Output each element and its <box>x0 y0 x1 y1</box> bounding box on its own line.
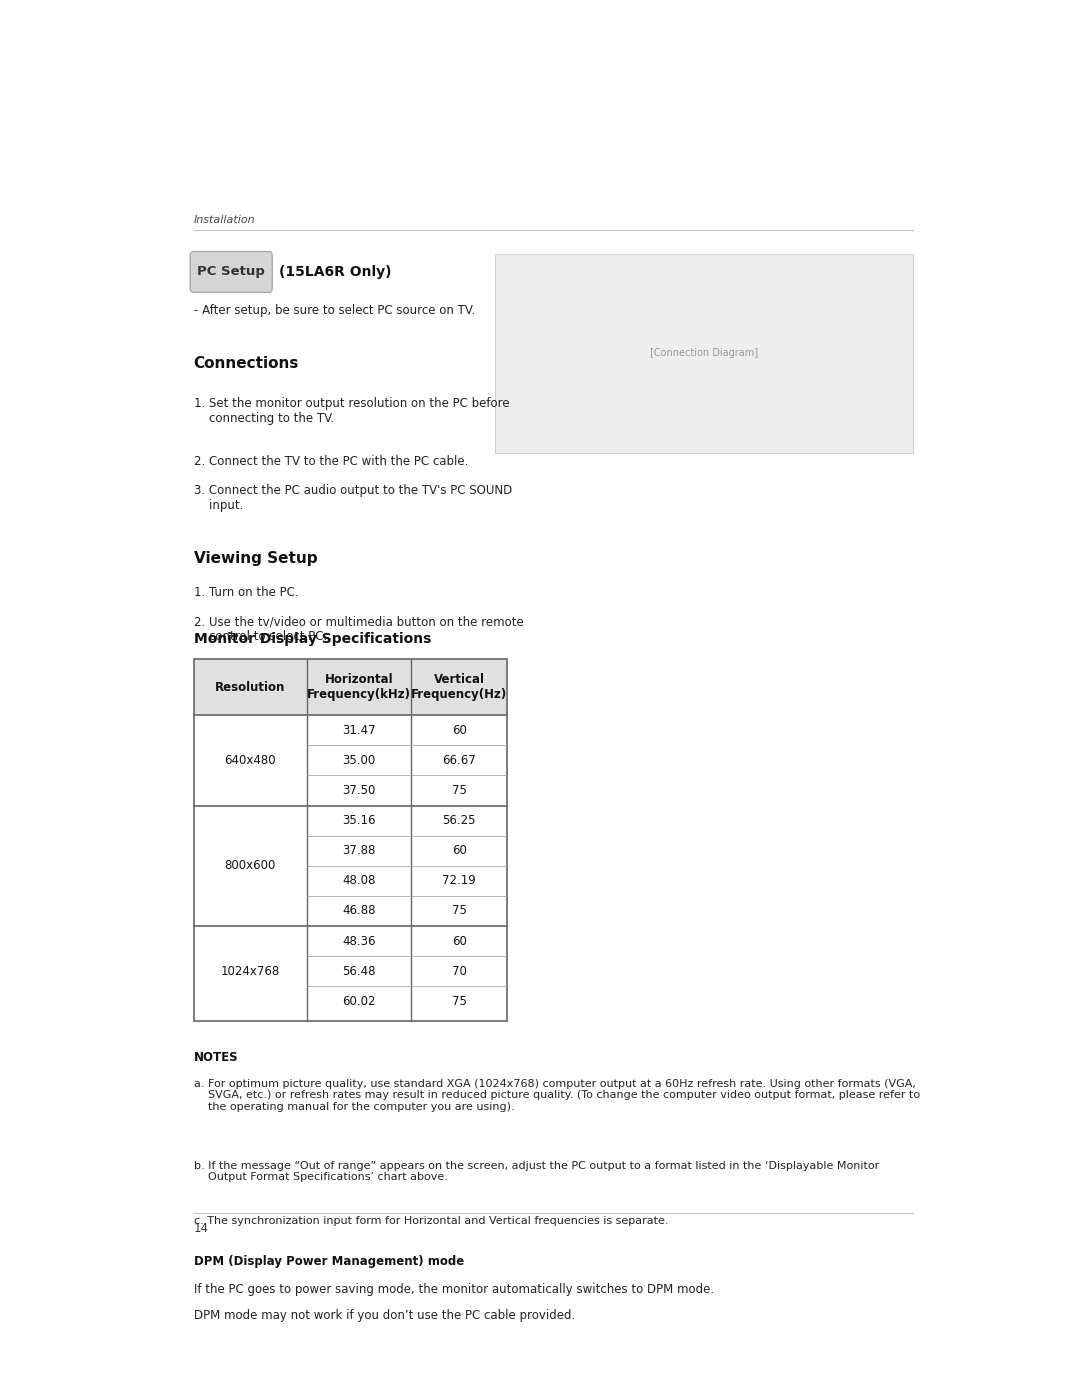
Text: DPM (Display Power Management) mode: DPM (Display Power Management) mode <box>193 1255 463 1268</box>
Text: 1. Set the monitor output resolution on the PC before
    connecting to the TV.: 1. Set the monitor output resolution on … <box>193 397 509 425</box>
Text: 75: 75 <box>451 995 467 1007</box>
Text: 60.02: 60.02 <box>342 995 376 1007</box>
Text: 2. Connect the TV to the PC with the PC cable.: 2. Connect the TV to the PC with the PC … <box>193 455 468 468</box>
Text: 37.88: 37.88 <box>342 844 376 858</box>
Text: b. If the message “Out of range” appears on the screen, adjust the PC output to : b. If the message “Out of range” appears… <box>193 1161 879 1182</box>
Text: Vertical
Frequency(Hz): Vertical Frequency(Hz) <box>411 673 508 701</box>
Text: 48.08: 48.08 <box>342 875 376 887</box>
Text: Installation: Installation <box>193 215 255 225</box>
Text: 75: 75 <box>451 784 467 796</box>
Text: Viewing Setup: Viewing Setup <box>193 550 318 566</box>
Text: 800x600: 800x600 <box>225 859 275 872</box>
Text: Connections: Connections <box>193 356 299 370</box>
Text: 60: 60 <box>451 844 467 858</box>
Text: 3. Connect the PC audio output to the TV's PC SOUND
    input.: 3. Connect the PC audio output to the TV… <box>193 483 512 511</box>
Text: DPM mode may not work if you don’t use the PC cable provided.: DPM mode may not work if you don’t use t… <box>193 1309 575 1322</box>
Text: 14: 14 <box>193 1222 208 1235</box>
Text: Resolution: Resolution <box>215 680 285 694</box>
Text: NOTES: NOTES <box>193 1051 239 1063</box>
Text: If the PC goes to power saving mode, the monitor automatically switches to DPM m: If the PC goes to power saving mode, the… <box>193 1282 714 1296</box>
Text: 37.50: 37.50 <box>342 784 376 796</box>
Text: 48.36: 48.36 <box>342 935 376 947</box>
Text: 35.00: 35.00 <box>342 754 376 767</box>
Text: 35.16: 35.16 <box>342 814 376 827</box>
Text: 56.25: 56.25 <box>443 814 476 827</box>
FancyBboxPatch shape <box>190 251 272 292</box>
Bar <box>193 659 508 715</box>
Text: 72.19: 72.19 <box>443 875 476 887</box>
Text: 46.88: 46.88 <box>342 904 376 918</box>
Text: 60: 60 <box>451 724 467 736</box>
Text: a. For optimum picture quality, use standard XGA (1024x768) computer output at a: a. For optimum picture quality, use stan… <box>193 1078 920 1112</box>
Text: Monitor Display Specifications: Monitor Display Specifications <box>193 633 431 647</box>
Text: 66.67: 66.67 <box>443 754 476 767</box>
Text: 75: 75 <box>451 904 467 918</box>
Text: PC Setup: PC Setup <box>198 265 266 278</box>
Text: 60: 60 <box>451 935 467 947</box>
Text: 1024x768: 1024x768 <box>220 965 280 978</box>
Bar <box>495 254 914 453</box>
Text: 1. Turn on the PC.: 1. Turn on the PC. <box>193 587 298 599</box>
Text: 640x480: 640x480 <box>225 754 275 767</box>
Text: (15LA6R Only): (15LA6R Only) <box>279 265 391 279</box>
Text: c. The synchronization input form for Horizontal and Vertical frequencies is sep: c. The synchronization input form for Ho… <box>193 1217 669 1227</box>
Text: 2. Use the tv/video or multimedia button on the remote
    control to select PC.: 2. Use the tv/video or multimedia button… <box>193 615 524 643</box>
Text: 56.48: 56.48 <box>342 965 376 978</box>
Text: 70: 70 <box>451 965 467 978</box>
Text: Horizontal
Frequency(kHz): Horizontal Frequency(kHz) <box>307 673 410 701</box>
Text: [Connection Diagram]: [Connection Diagram] <box>650 348 758 358</box>
Bar <box>193 659 508 1021</box>
Text: 31.47: 31.47 <box>342 724 376 736</box>
Text: - After setup, be sure to select PC source on TV.: - After setup, be sure to select PC sour… <box>193 305 475 317</box>
